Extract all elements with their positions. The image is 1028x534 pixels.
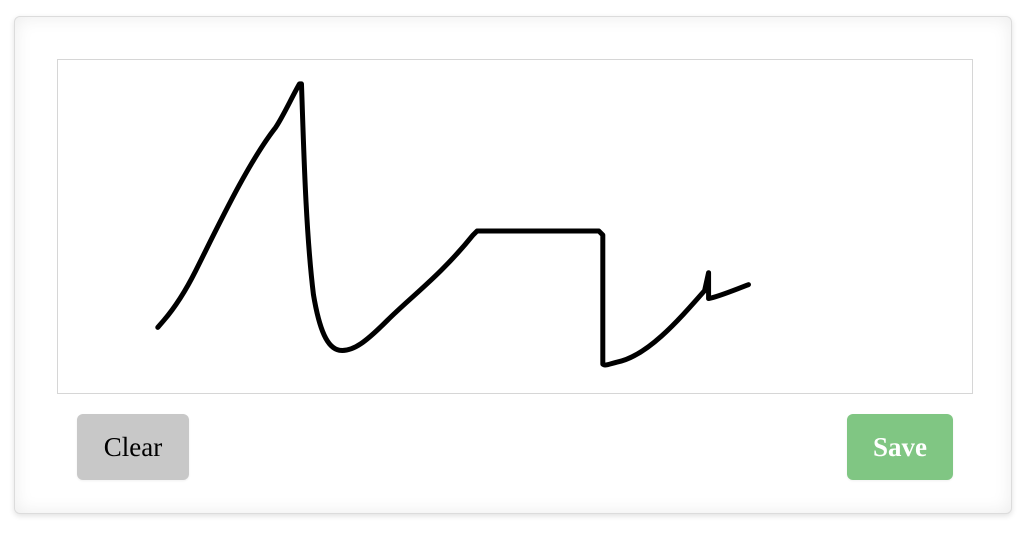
signature-card: Clear Save — [14, 16, 1012, 514]
clear-button[interactable]: Clear — [77, 414, 189, 480]
save-button[interactable]: Save — [847, 414, 953, 480]
signature-stroke-layer — [155, 81, 751, 368]
signature-canvas[interactable] — [57, 59, 973, 394]
signature-stroke — [155, 81, 751, 368]
